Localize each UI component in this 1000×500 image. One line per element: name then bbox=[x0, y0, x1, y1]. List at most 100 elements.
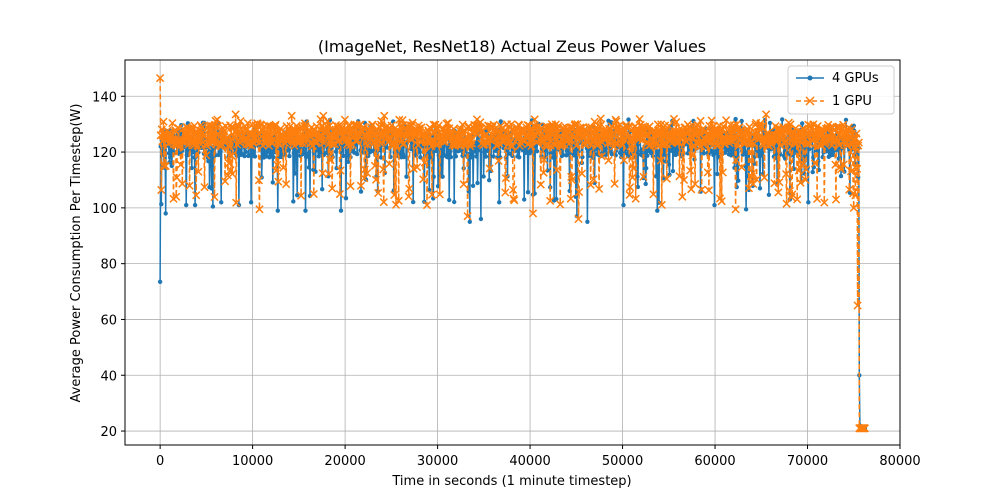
data-point bbox=[420, 158, 429, 167]
data-point bbox=[497, 124, 507, 133]
data-point bbox=[178, 179, 187, 188]
data-point bbox=[539, 168, 548, 177]
data-point bbox=[801, 165, 811, 174]
data-point bbox=[550, 155, 556, 160]
data-point bbox=[522, 197, 527, 202]
data-point bbox=[567, 175, 577, 185]
data-point bbox=[417, 149, 422, 154]
data-point bbox=[625, 190, 634, 200]
data-point bbox=[656, 156, 665, 165]
data-point bbox=[501, 188, 510, 197]
data-point bbox=[564, 148, 570, 153]
data-point bbox=[508, 185, 518, 194]
data-point bbox=[574, 187, 584, 197]
data-point bbox=[718, 168, 727, 177]
data-point bbox=[286, 147, 292, 152]
data-point bbox=[527, 151, 532, 156]
data-point bbox=[843, 117, 849, 123]
data-point bbox=[209, 127, 219, 136]
x-tick-label: 40000 bbox=[509, 454, 550, 469]
data-point bbox=[417, 123, 426, 132]
data-point bbox=[209, 149, 214, 154]
data-point bbox=[392, 141, 402, 151]
y-tick-label: 60 bbox=[100, 313, 117, 328]
data-point bbox=[434, 148, 439, 154]
data-point bbox=[688, 151, 697, 160]
data-point bbox=[564, 139, 574, 148]
x-tick-label: 70000 bbox=[787, 454, 828, 469]
data-point bbox=[517, 155, 522, 160]
data-point bbox=[196, 121, 205, 130]
data-point bbox=[702, 130, 711, 139]
legend-marker-4gpus bbox=[807, 75, 813, 81]
data-point bbox=[534, 128, 544, 137]
data-point bbox=[510, 196, 519, 205]
data-point bbox=[458, 120, 467, 129]
data-point bbox=[300, 119, 310, 128]
data-point bbox=[210, 192, 219, 202]
data-point bbox=[419, 175, 428, 184]
data-point bbox=[506, 138, 515, 147]
data-point bbox=[671, 148, 677, 154]
data-point bbox=[780, 117, 785, 122]
data-point bbox=[577, 169, 587, 178]
data-point bbox=[320, 187, 325, 192]
data-point bbox=[399, 139, 408, 148]
data-point bbox=[731, 205, 740, 214]
data-point bbox=[335, 189, 345, 199]
data-point bbox=[291, 199, 296, 204]
data-point bbox=[761, 110, 771, 119]
data-point bbox=[621, 202, 626, 208]
data-point bbox=[796, 178, 805, 187]
data-point bbox=[799, 159, 808, 168]
data-point bbox=[483, 154, 489, 159]
y-tick-label: 40 bbox=[100, 369, 117, 384]
x-tick-label: 80000 bbox=[879, 454, 920, 469]
data-point bbox=[639, 172, 648, 181]
data-point bbox=[594, 184, 604, 194]
data-point bbox=[463, 212, 472, 221]
data-point bbox=[554, 196, 559, 202]
data-point bbox=[611, 115, 620, 124]
data-point bbox=[627, 136, 636, 145]
data-point bbox=[176, 160, 185, 169]
data-point bbox=[481, 174, 486, 179]
data-point bbox=[341, 153, 346, 158]
data-point bbox=[185, 181, 194, 190]
data-point bbox=[295, 193, 300, 198]
data-point bbox=[159, 162, 169, 171]
data-point bbox=[408, 118, 417, 127]
data-point bbox=[610, 179, 619, 188]
data-point bbox=[315, 132, 324, 141]
y-tick-label: 20 bbox=[100, 425, 117, 440]
chart-title: (ImageNet, ResNet18) Actual Zeus Power V… bbox=[318, 37, 706, 56]
data-point bbox=[760, 173, 769, 182]
data-point bbox=[412, 163, 422, 172]
data-point bbox=[453, 154, 459, 159]
data-point bbox=[391, 200, 401, 209]
data-point bbox=[411, 199, 416, 205]
data-point bbox=[734, 142, 743, 151]
data-point bbox=[574, 214, 583, 224]
data-point bbox=[781, 169, 791, 179]
data-point bbox=[194, 167, 203, 176]
data-point bbox=[459, 180, 468, 189]
data-point bbox=[427, 142, 436, 151]
data-point bbox=[228, 169, 237, 179]
data-point bbox=[216, 152, 221, 158]
data-point bbox=[554, 121, 563, 130]
plot-area bbox=[125, 60, 900, 445]
data-point bbox=[213, 115, 222, 124]
data-point bbox=[368, 120, 377, 129]
data-point bbox=[731, 155, 741, 165]
data-point bbox=[494, 156, 503, 166]
data-point bbox=[232, 198, 241, 207]
data-point bbox=[384, 145, 390, 150]
legend-label-1gpu: 1 GPU bbox=[832, 94, 872, 109]
data-point bbox=[852, 129, 861, 138]
data-point bbox=[328, 140, 337, 149]
data-point bbox=[252, 154, 258, 159]
data-point bbox=[294, 152, 299, 157]
data-point bbox=[662, 174, 671, 183]
data-point bbox=[687, 185, 696, 194]
